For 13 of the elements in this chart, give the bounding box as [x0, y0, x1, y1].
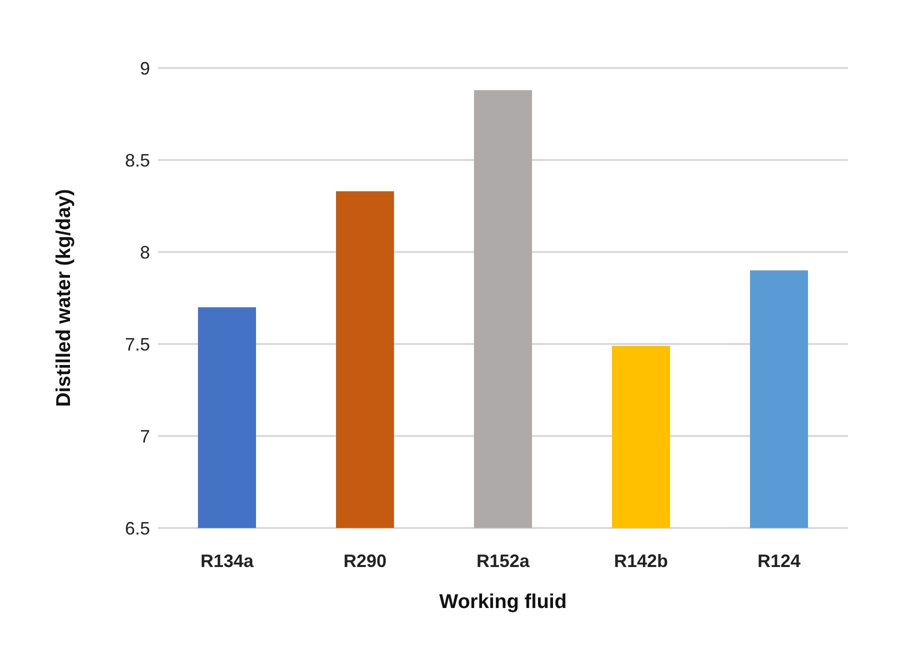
x-tick-label: R134a — [200, 550, 255, 571]
y-tick-label: 9 — [140, 58, 150, 78]
x-tick-label: R142b — [614, 550, 668, 571]
x-tick-label: R124 — [757, 550, 801, 571]
y-axis-title: Distilled water (kg/day) — [53, 189, 76, 407]
y-tick-label: 8.5 — [124, 150, 150, 170]
y-tick-label: 7.5 — [124, 334, 150, 354]
x-tick-label: R290 — [343, 550, 387, 571]
y-tick-label: 8 — [140, 242, 150, 262]
x-axis-title: Working fluid — [439, 591, 567, 613]
y-tick-label: 7 — [140, 426, 150, 446]
x-tick-label: R152a — [476, 550, 531, 571]
y-tick-label: 6.5 — [124, 518, 150, 538]
